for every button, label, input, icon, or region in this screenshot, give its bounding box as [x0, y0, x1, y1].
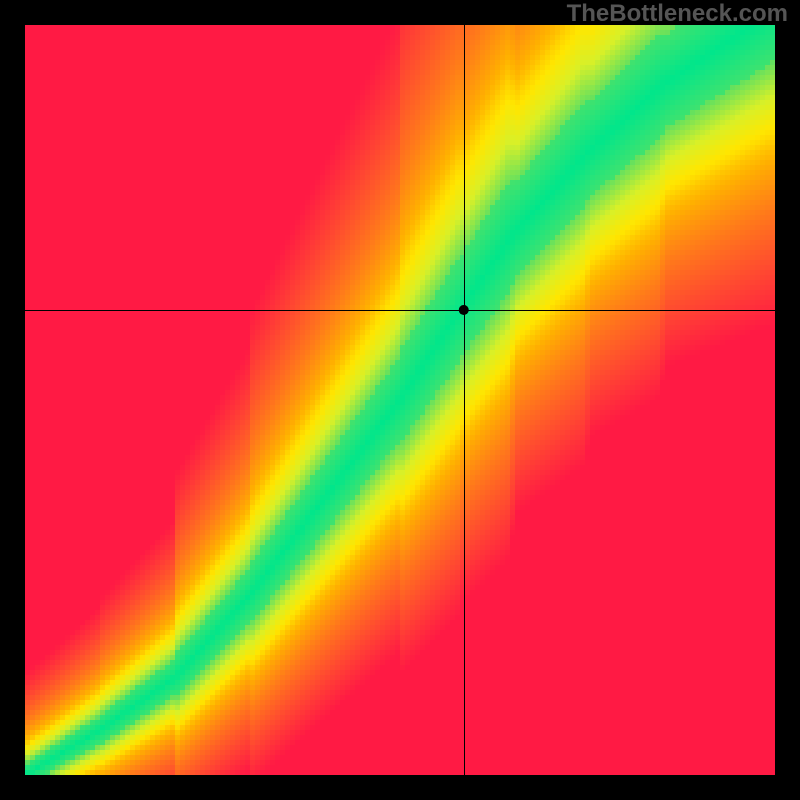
chart-container: TheBottleneck.com [0, 0, 800, 800]
crosshair-overlay [25, 25, 775, 775]
watermark-text: TheBottleneck.com [567, 0, 788, 28]
heatmap-plot [25, 25, 775, 775]
